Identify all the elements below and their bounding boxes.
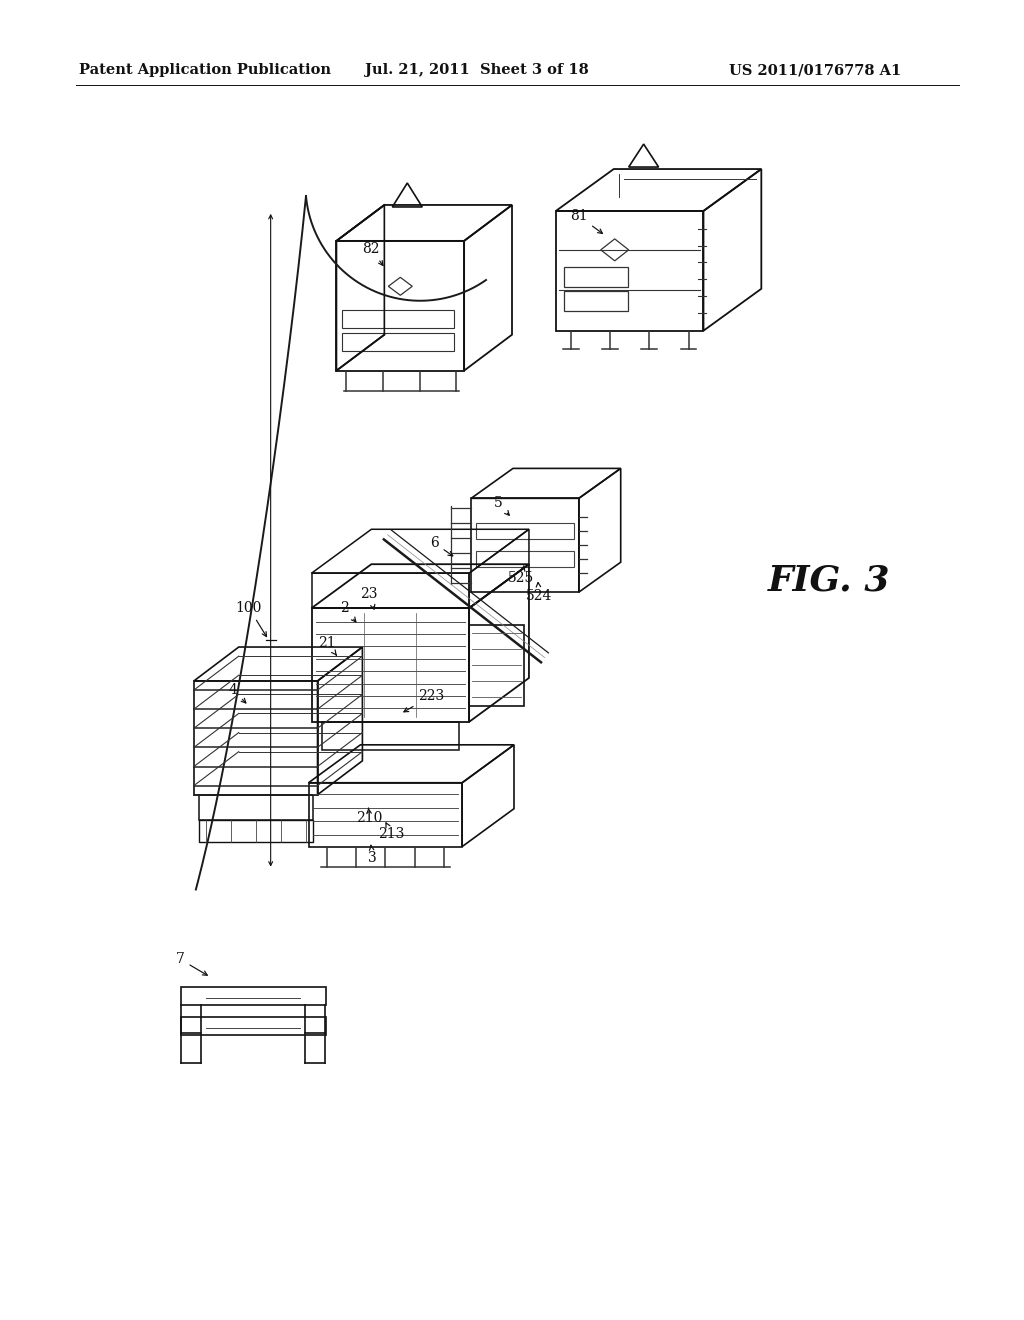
Bar [342, 333, 455, 351]
Bar [564, 290, 628, 310]
Bar [564, 267, 628, 286]
Text: Patent Application Publication: Patent Application Publication [79, 63, 331, 78]
Text: 6: 6 [430, 536, 453, 556]
Text: 100: 100 [236, 601, 266, 636]
Text: 213: 213 [378, 822, 404, 841]
Text: 21: 21 [318, 636, 336, 655]
Text: 223: 223 [403, 689, 444, 711]
Text: 210: 210 [356, 808, 383, 825]
Bar [476, 523, 573, 539]
Text: 23: 23 [360, 587, 378, 610]
Text: 3: 3 [369, 845, 377, 865]
Text: US 2011/0176778 A1: US 2011/0176778 A1 [729, 63, 902, 78]
Text: 7: 7 [176, 952, 207, 975]
Text: 525: 525 [508, 566, 535, 585]
Text: 82: 82 [362, 242, 383, 265]
Bar [476, 552, 573, 568]
Text: 2: 2 [340, 601, 356, 622]
Text: 4: 4 [228, 682, 246, 704]
Text: 81: 81 [569, 209, 602, 234]
Bar [342, 310, 455, 327]
Text: 5: 5 [494, 496, 509, 515]
Bar [181, 987, 326, 1006]
Text: FIG. 3: FIG. 3 [768, 564, 891, 597]
Bar [181, 1018, 326, 1035]
Text: Jul. 21, 2011  Sheet 3 of 18: Jul. 21, 2011 Sheet 3 of 18 [366, 63, 589, 78]
Text: 524: 524 [526, 582, 552, 603]
